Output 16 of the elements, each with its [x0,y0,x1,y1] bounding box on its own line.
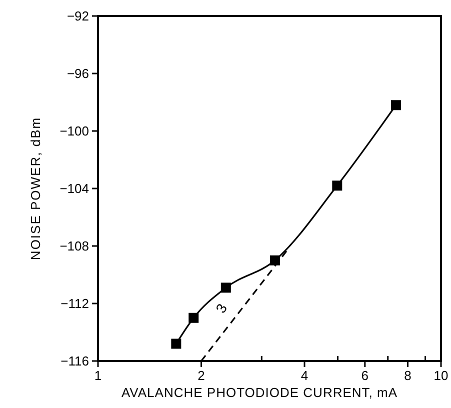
x-axis-title: AVALANCHE PHOTODIODE CURRENT, mA [121,385,398,400]
y-tick-label: −92 [66,8,89,24]
y-tick-label: −108 [60,238,89,254]
annotation: 3 [212,300,230,316]
x-tick-label: 10 [434,368,448,383]
x-tick-label: 6 [361,368,369,383]
y-tick-label: −96 [66,66,89,81]
y-tick-label: −112 [60,296,89,311]
y-tick-label: −100 [60,124,89,138]
x-tick-label: 4 [300,368,308,383]
x-tick-label: 2 [198,368,205,383]
x-tick-label: 1 [94,368,102,383]
x-tick-label: 8 [404,368,412,383]
y-tick-label: −116 [60,354,89,368]
y-tick-label: −104 [60,181,89,196]
y-axis-title: NOISE POWER, dBm [28,116,43,260]
